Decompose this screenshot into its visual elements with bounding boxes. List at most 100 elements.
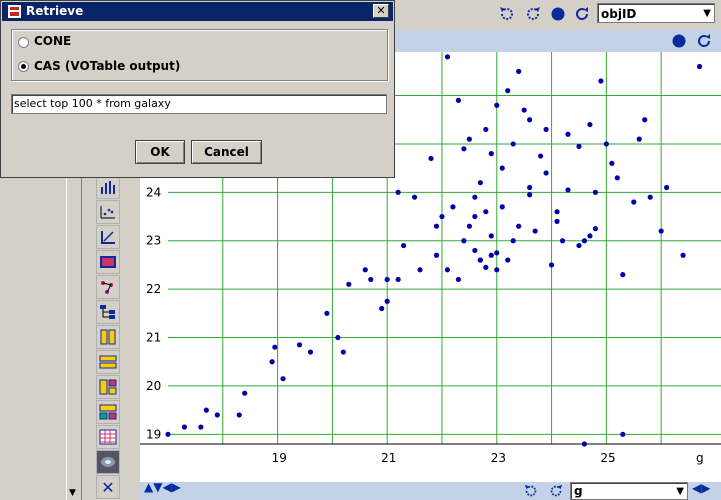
panels-tool[interactable] xyxy=(96,400,120,424)
panels-icon xyxy=(99,404,117,420)
dialog-titlebar[interactable]: Retrieve ✕ xyxy=(2,2,393,21)
data-point xyxy=(461,146,467,152)
data-point xyxy=(488,151,494,157)
data-point xyxy=(609,160,615,166)
axes-tool[interactable] xyxy=(96,225,120,249)
rows-tool[interactable] xyxy=(96,350,120,374)
y-tick-label: 23 xyxy=(146,234,161,248)
data-point xyxy=(494,267,500,273)
rotate-right-icon[interactable] xyxy=(524,5,542,23)
data-point xyxy=(658,228,664,234)
rotate-left-icon[interactable] xyxy=(523,483,539,499)
data-point xyxy=(181,424,188,430)
x-axis-label: g xyxy=(696,451,704,465)
data-point xyxy=(483,126,489,133)
data-point xyxy=(466,136,472,142)
layout-tool[interactable] xyxy=(96,375,120,399)
plot-bottom-bar: ▲▼◀▶ g ▼ ◀▶ xyxy=(140,480,721,500)
data-point xyxy=(620,272,626,278)
data-point xyxy=(565,187,571,193)
radio-cone[interactable] xyxy=(18,37,29,48)
data-point xyxy=(307,349,314,355)
close-tool[interactable]: ✕ xyxy=(96,475,120,499)
data-point xyxy=(664,184,670,191)
data-point xyxy=(565,131,571,137)
histogram-tool[interactable] xyxy=(96,175,120,199)
left-panel xyxy=(0,178,66,500)
source-options-group: CONE CAS (VOTable output) xyxy=(11,29,388,81)
data-point xyxy=(466,223,472,229)
galaxy-image-tool[interactable] xyxy=(96,450,120,474)
refresh-icon[interactable] xyxy=(573,5,591,23)
data-point xyxy=(296,342,303,348)
data-point xyxy=(236,412,242,418)
data-point xyxy=(696,63,703,70)
data-point xyxy=(598,78,604,84)
data-point xyxy=(505,257,511,263)
x-tick-labels: 19 21 23 25 xyxy=(272,451,616,465)
data-point xyxy=(444,54,451,60)
data-point xyxy=(384,276,390,283)
axes-icon xyxy=(101,231,115,244)
retrieve-dialog: Retrieve ✕ CONE CAS (VOTable output) sel… xyxy=(0,0,395,178)
chart-points xyxy=(165,54,703,447)
data-point xyxy=(417,267,423,273)
data-point xyxy=(510,141,516,147)
query-input[interactable]: select top 100 * from galaxy xyxy=(11,94,387,114)
data-point xyxy=(272,344,278,350)
pan-arrows-icon[interactable]: ◀▶ xyxy=(692,481,711,495)
column-select[interactable]: objID ▼ xyxy=(597,3,715,23)
record-icon[interactable] xyxy=(549,5,567,23)
x-column-select[interactable]: g ▼ xyxy=(570,482,688,500)
option-cone-label[interactable]: CONE xyxy=(34,34,72,48)
data-point xyxy=(527,192,533,198)
data-point xyxy=(587,121,593,128)
zoom-arrows-icon[interactable]: ▲▼◀▶ xyxy=(144,480,181,494)
columns-tool[interactable] xyxy=(96,325,120,349)
graph-tool[interactable] xyxy=(96,275,120,299)
dialog-close-button[interactable]: ✕ xyxy=(373,4,389,18)
image-icon xyxy=(100,256,116,268)
scroll-down-icon[interactable]: ▼ xyxy=(69,488,76,498)
data-point xyxy=(214,412,220,418)
data-point xyxy=(165,431,171,437)
refresh-icon[interactable] xyxy=(695,32,713,50)
data-point xyxy=(538,153,544,159)
scatter-tool[interactable] xyxy=(96,200,120,224)
data-point xyxy=(346,281,352,287)
data-point xyxy=(483,264,489,270)
table-tool[interactable] xyxy=(96,425,120,449)
data-point xyxy=(554,218,560,224)
data-point xyxy=(433,223,440,229)
data-point xyxy=(499,165,505,171)
data-point xyxy=(592,189,599,195)
data-point xyxy=(620,431,626,437)
histogram-icon xyxy=(101,181,115,194)
column-select-value: objID xyxy=(601,7,637,21)
radio-cas[interactable] xyxy=(18,61,29,72)
tree-tool[interactable] xyxy=(96,300,120,324)
rotate-right-icon[interactable] xyxy=(548,483,564,499)
x-tick-label: 25 xyxy=(600,451,615,465)
data-point xyxy=(324,310,330,316)
data-point xyxy=(554,209,560,215)
rotate-left-icon[interactable] xyxy=(498,5,516,23)
close-icon: ✕ xyxy=(376,4,386,17)
option-cas-label[interactable]: CAS (VOTable output) xyxy=(34,59,181,73)
data-point xyxy=(450,204,456,210)
cancel-button[interactable]: Cancel xyxy=(191,140,262,164)
data-point xyxy=(587,233,593,239)
app-icon xyxy=(8,5,21,18)
data-point xyxy=(516,68,522,74)
ok-button[interactable]: OK xyxy=(135,140,185,164)
scatter-plot-area[interactable]: 19 21 23 25 19 20 21 22 23 24 g xyxy=(140,52,721,482)
data-point xyxy=(516,223,522,229)
data-point xyxy=(548,262,555,268)
scatter-chart[interactable]: 19 21 23 25 19 20 21 22 23 24 g xyxy=(140,52,721,482)
record-icon[interactable] xyxy=(670,32,688,50)
image-tool[interactable] xyxy=(96,250,120,274)
data-point xyxy=(433,252,440,258)
data-point xyxy=(472,194,478,200)
data-point xyxy=(505,88,511,94)
data-point xyxy=(532,228,538,234)
